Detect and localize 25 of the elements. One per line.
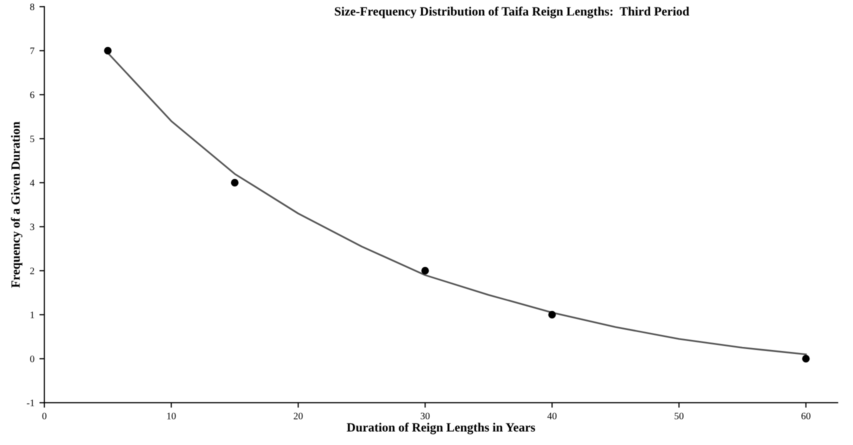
x-tick-label: 20 xyxy=(294,412,303,420)
y-tick-label: 6 xyxy=(30,92,34,98)
y-tick-label: 1 xyxy=(30,312,34,318)
y-tick-label: 7 xyxy=(30,48,34,54)
x-tick-label: 60 xyxy=(801,412,810,420)
y-tick-label: 5 xyxy=(30,136,34,142)
x-tick-label: 10 xyxy=(167,412,176,420)
y-tick-label: 3 xyxy=(30,224,34,230)
x-tick-label: 50 xyxy=(674,412,684,420)
y-axis-title: Frequency of a Given Duration xyxy=(10,122,22,288)
x-axis-title: Duration of Reign Lengths in Years xyxy=(346,422,536,434)
y-tick-label: 0 xyxy=(30,356,34,362)
chart-title: Size-Frequency Distribution of Taifa Reign Lengths: Third Period xyxy=(334,6,690,18)
point xyxy=(548,310,556,319)
x-tick-label: 30 xyxy=(420,412,430,420)
point xyxy=(802,354,810,363)
point xyxy=(104,46,112,54)
y-tick-label: 8 xyxy=(30,4,34,10)
x-tick-label: 0 xyxy=(42,412,46,420)
x-tick-label: 40 xyxy=(547,412,557,420)
point xyxy=(421,266,429,275)
y-tick-label: 2 xyxy=(30,268,34,274)
point xyxy=(230,178,239,186)
y-tick-label: -1 xyxy=(26,400,34,406)
y-tick-label: 4 xyxy=(30,180,34,186)
